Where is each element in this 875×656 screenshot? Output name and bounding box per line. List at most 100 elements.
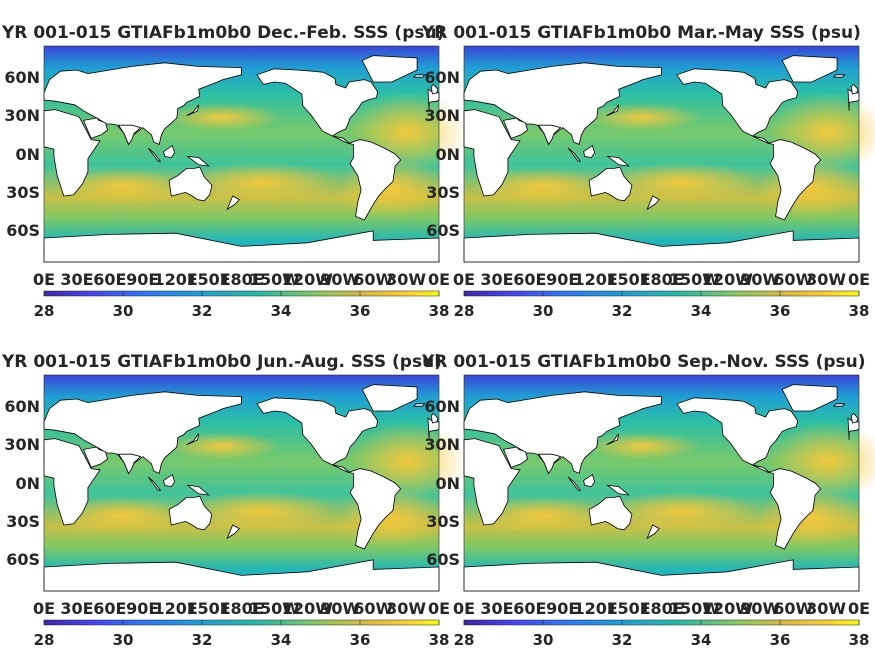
land-mass (606, 484, 630, 496)
panel-title: YR 001-015 GTIAFb1m0b0 Jun.-Aug. SSS (ps… (1, 352, 442, 372)
colorbar-tick-label: 36 (770, 631, 791, 649)
panel-title: YR 001-015 GTIAFb1m0b0 Dec.-Feb. SSS (ps… (1, 23, 444, 43)
colorbar-tick-label: 28 (34, 302, 55, 320)
lon-tick-label: 0E (453, 270, 475, 289)
land-mass (567, 147, 582, 162)
lon-tick-label: 120W (282, 599, 333, 618)
lon-tick-label: 90E (126, 599, 159, 618)
lon-tick-label: 60E (93, 270, 126, 289)
land-mass (502, 117, 529, 139)
colorbar-tick-label: 28 (454, 631, 475, 649)
colorbar-tick-label: 34 (691, 302, 712, 320)
panel-mar-may: YR 001-015 GTIAFb1m0b0 Mar.-May SSS (psu… (421, 23, 875, 320)
land-mass (186, 433, 200, 445)
colorbar (463, 619, 860, 626)
lon-tick-label: 90W (740, 270, 780, 289)
map-frame (463, 45, 860, 263)
colorbar-tick-label: 38 (849, 631, 870, 649)
lon-tick-label: 90E (546, 270, 579, 289)
land-mass (117, 453, 142, 475)
land-mass (226, 524, 240, 540)
land-mass (850, 83, 859, 95)
lat-tick-label: 30S (426, 183, 460, 202)
lon-tick-label: 30E (480, 599, 513, 618)
land-mass (588, 166, 633, 202)
land-mass (606, 104, 620, 116)
lon-tick-label: 180E (219, 270, 263, 289)
panel-title: YR 001-015 GTIAFb1m0b0 Mar.-May SSS (psu… (421, 23, 861, 43)
land-mass (606, 155, 630, 167)
lat-tick-label: 30N (4, 106, 40, 125)
land-mass (412, 403, 426, 407)
land-mass (537, 124, 562, 146)
lat-tick-label: 60N (4, 397, 40, 416)
land-mass (430, 412, 439, 424)
lon-tick-label: 120E (574, 599, 618, 618)
lon-tick-label: 0E (33, 599, 55, 618)
land-mass (832, 403, 846, 407)
land-mass (850, 412, 859, 424)
colorbar-tick-label: 32 (192, 631, 213, 649)
high-salinity-region (53, 497, 193, 534)
lat-tick-label: 60S (426, 221, 460, 240)
lon-tick-label: 150W (669, 270, 720, 289)
lon-tick-label: 120W (702, 599, 753, 618)
lat-tick-label: 60S (6, 221, 40, 240)
high-salinity-region (161, 103, 282, 132)
land-mass (43, 62, 242, 146)
land-mass (43, 438, 101, 526)
land-mass (537, 453, 562, 475)
lat-tick-label: 30S (426, 512, 460, 531)
lat-tick-label: 60N (424, 68, 460, 87)
land-mass (832, 74, 846, 78)
lon-tick-label: 30W (386, 599, 426, 618)
lon-tick-label: 30W (806, 599, 846, 618)
land-mass (163, 144, 176, 159)
land-mass (606, 433, 620, 445)
lon-tick-label: 30W (806, 270, 846, 289)
colorbar-tick-label: 28 (454, 302, 475, 320)
land-mass (676, 68, 799, 137)
land-mass (463, 438, 521, 526)
land-mass (117, 124, 142, 146)
lon-tick-label: 90E (546, 599, 579, 618)
land-mass (463, 109, 521, 197)
land-mass (676, 397, 799, 466)
colorbar-tick-label: 36 (770, 302, 791, 320)
colorbar-tick-label: 38 (849, 302, 870, 320)
lon-tick-label: 150W (249, 599, 300, 618)
colorbar-tick-label: 30 (533, 631, 554, 649)
lon-tick-label: 150E (186, 270, 230, 289)
colorbar (43, 619, 440, 626)
lat-tick-label: 0N (15, 474, 40, 493)
land-mass (463, 62, 662, 146)
land-mass (567, 476, 582, 491)
lon-tick-label: 150E (606, 270, 650, 289)
lon-tick-label: 90W (740, 599, 780, 618)
lon-tick-label: 150E (186, 599, 230, 618)
land-mass (332, 464, 402, 550)
land-mass (583, 473, 596, 488)
land-mass (186, 155, 210, 167)
lon-tick-label: 0E (428, 270, 450, 289)
high-salinity-region (581, 103, 702, 132)
land-mass (361, 384, 418, 412)
lon-tick-label: 60E (513, 270, 546, 289)
lon-tick-label: 60W (353, 270, 393, 289)
lat-tick-label: 30N (4, 435, 40, 454)
land-mass (646, 195, 660, 211)
map-frame (43, 374, 440, 592)
land-mass (82, 117, 109, 139)
lon-tick-label: 90E (126, 270, 159, 289)
lat-tick-label: 60S (6, 550, 40, 569)
lat-tick-label: 60N (4, 68, 40, 87)
land-mass (147, 476, 162, 491)
lon-tick-label: 30E (60, 599, 93, 618)
colorbar-tick-label: 34 (271, 631, 292, 649)
land-mass (163, 473, 176, 488)
panel-dec-feb: YR 001-015 GTIAFb1m0b0 Dec.-Feb. SSS (ps… (1, 23, 468, 320)
colorbar-tick-label: 38 (429, 631, 450, 649)
lon-tick-label: 60E (93, 599, 126, 618)
lon-tick-label: 60E (513, 599, 546, 618)
